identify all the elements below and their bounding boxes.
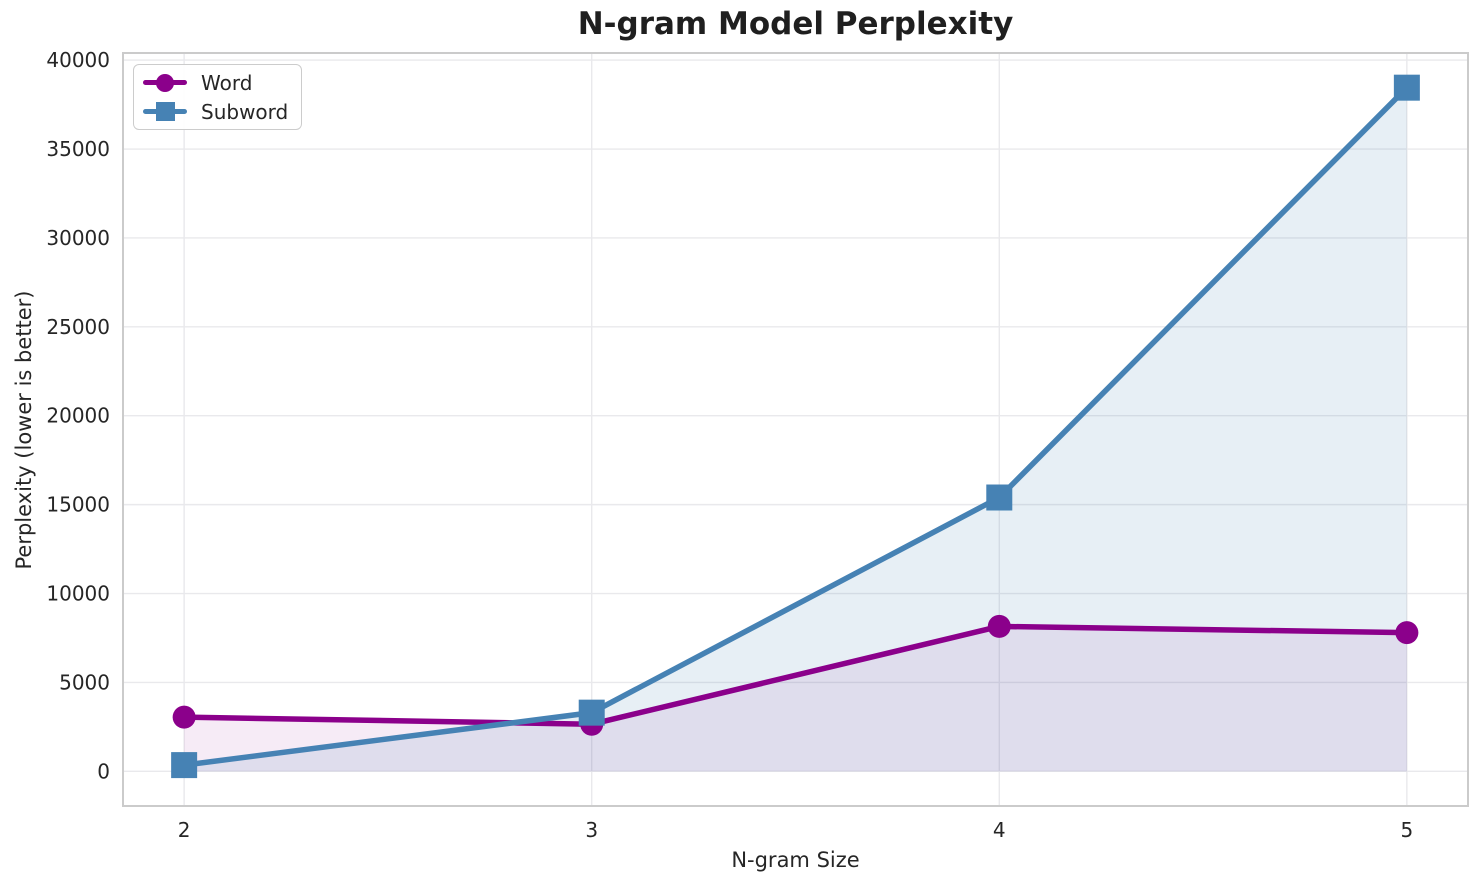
legend-item-subword: Subword [141, 97, 291, 126]
y-axis-label: Perplexity (lower is better) [12, 290, 36, 570]
svg-text:3: 3 [585, 818, 598, 842]
subword-square-marker-icon [155, 102, 175, 121]
legend-item-word: Word [141, 68, 291, 97]
svg-text:40000: 40000 [46, 48, 110, 72]
word-circle-marker-icon [156, 73, 174, 92]
x-axis-label: N-gram Size [731, 848, 860, 872]
word-series-marker-icon [141, 70, 189, 96]
svg-text:10000: 10000 [46, 582, 110, 606]
svg-text:5000: 5000 [59, 670, 110, 694]
chart-title: N-gram Model Perplexity [577, 6, 1014, 42]
legend: Word Subword [133, 64, 302, 130]
svg-text:2: 2 [178, 818, 191, 842]
svg-text:5: 5 [1400, 818, 1413, 842]
svg-text:15000: 15000 [46, 493, 110, 517]
svg-text:25000: 25000 [46, 315, 110, 339]
subword-series-marker-icon [141, 99, 189, 125]
svg-text:30000: 30000 [46, 226, 110, 250]
svg-text:0: 0 [97, 759, 110, 783]
svg-text:4: 4 [993, 818, 1006, 842]
legend-label-word: Word [201, 70, 253, 95]
svg-text:35000: 35000 [46, 137, 110, 161]
svg-text:20000: 20000 [46, 404, 110, 428]
legend-label-subword: Subword [201, 99, 289, 124]
